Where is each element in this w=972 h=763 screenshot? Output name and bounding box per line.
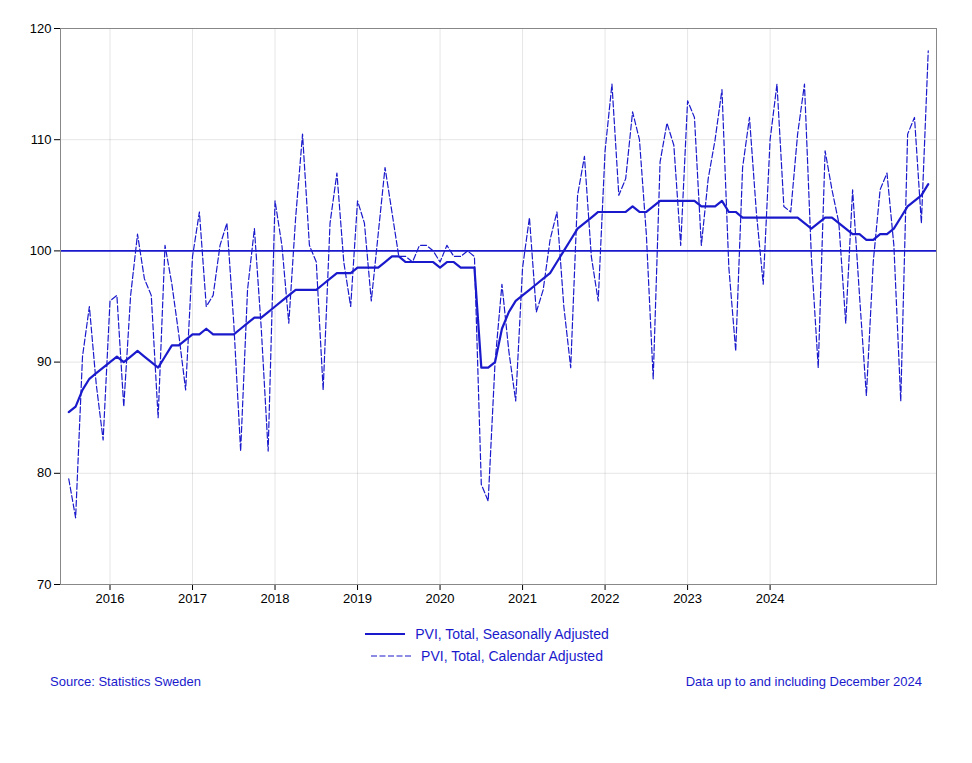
- html-text:Source: Statistics Sweden: Source: Statistics Sweden: [50, 674, 201, 689]
- svg-text:2021: 2021: [508, 591, 537, 606]
- svg-text:90: 90: [37, 354, 51, 369]
- svg-text:2017: 2017: [178, 591, 207, 606]
- html-text:PVI, Total, Seasonally Adjuste: PVI, Total, Seasonally Adjusted: [415, 626, 609, 642]
- html-text:PVI, Total, Calendar Adjusted: PVI, Total, Calendar Adjusted: [421, 648, 603, 664]
- svg-text:2023: 2023: [673, 591, 702, 606]
- svg-text:2019: 2019: [343, 591, 372, 606]
- svg-text:100: 100: [30, 243, 52, 258]
- svg-text:2018: 2018: [261, 591, 290, 606]
- svg-text:2022: 2022: [591, 591, 620, 606]
- svg-text:110: 110: [31, 132, 52, 147]
- svg-text:70: 70: [37, 577, 51, 592]
- svg-text:2020: 2020: [426, 591, 455, 606]
- svg-text:2016: 2016: [96, 591, 125, 606]
- html-text:Data up to and including Decem: Data up to and including December 2024: [685, 674, 922, 689]
- svg-text:80: 80: [37, 465, 51, 480]
- svg-text:2024: 2024: [756, 591, 785, 606]
- svg-text:120: 120: [30, 21, 52, 36]
